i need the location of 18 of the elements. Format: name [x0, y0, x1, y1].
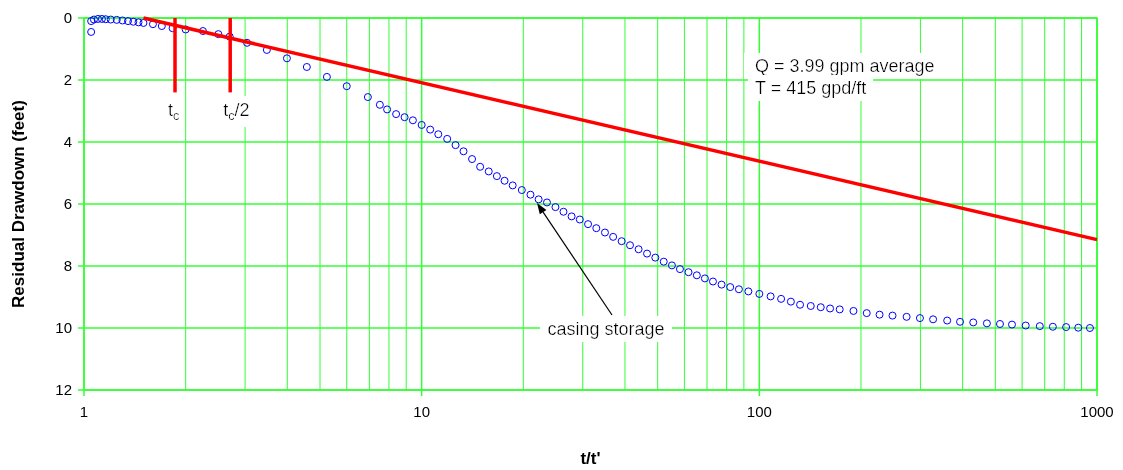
x-tick-label: 1000 — [1080, 403, 1114, 420]
x-tick-label: 1 — [79, 403, 89, 420]
x-axis-title: t/t' — [580, 449, 601, 468]
series-label: t$_{c}$/2 — [223, 100, 250, 124]
annotation: Q = 3.99 gpm average — [755, 56, 935, 76]
y-tick-label: 6 — [63, 195, 72, 212]
y-tick-label: 8 — [63, 257, 72, 274]
y-tick-label: 12 — [55, 381, 72, 398]
x-tick-label: 100 — [746, 403, 772, 420]
y-tick-label: 0 — [63, 9, 72, 26]
annotation: casing storage — [547, 319, 665, 339]
annotation: T = 415 gpd/ft — [755, 78, 867, 98]
x-tick-label: 10 — [413, 403, 431, 420]
y-tick-label: 10 — [55, 319, 72, 336]
y-axis-title: Residual Drawdown (feet) — [9, 100, 28, 308]
series-label: t$_{c}$ — [168, 100, 180, 124]
y-tick-label: 4 — [63, 133, 72, 150]
y-tick-label: 2 — [63, 71, 72, 88]
